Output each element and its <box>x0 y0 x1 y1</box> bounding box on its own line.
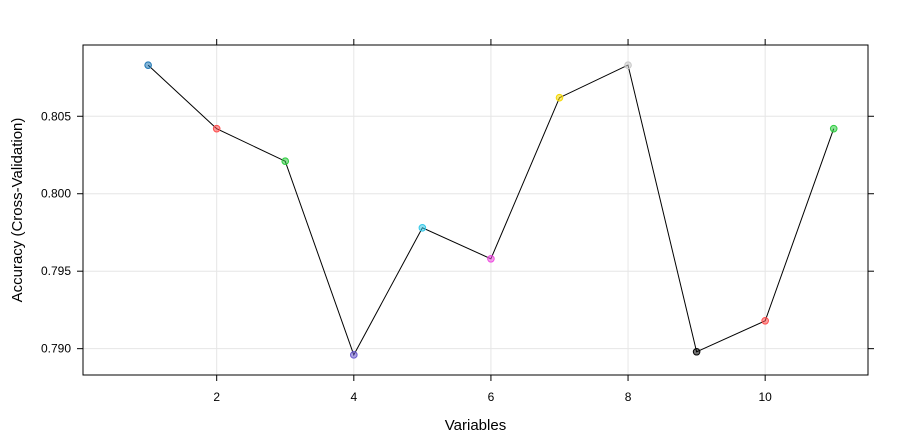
data-point <box>555 93 564 102</box>
data-point <box>761 316 769 325</box>
data-point <box>692 347 701 356</box>
x-tick-label: 8 <box>625 390 632 404</box>
x-tick-label: 10 <box>758 390 772 404</box>
y-tick-label: 0.805 <box>41 109 71 123</box>
y-tick-label: 0.795 <box>41 264 71 278</box>
y-axis-title: Accuracy (Cross-Validation) <box>9 118 26 303</box>
data-point <box>350 351 358 359</box>
data-points <box>144 61 838 359</box>
x-tick-label: 6 <box>488 390 495 404</box>
axis-ticks <box>77 39 874 381</box>
data-point <box>487 255 495 263</box>
x-tick-label: 4 <box>350 390 357 404</box>
data-point <box>144 61 152 69</box>
data-point <box>418 224 427 232</box>
data-point <box>212 124 221 133</box>
x-tick-label: 2 <box>213 390 220 404</box>
grid <box>83 45 868 375</box>
tick-labels: 2 4 6 8 10 0.790 0.795 0.800 0.805 <box>41 109 772 404</box>
x-axis-title: Variables <box>445 417 506 434</box>
data-point <box>281 157 290 165</box>
data-point <box>624 61 632 69</box>
data-point <box>829 124 838 133</box>
plot-frame <box>82 44 869 376</box>
y-tick-label: 0.800 <box>41 187 71 201</box>
y-tick-label: 0.790 <box>41 342 71 356</box>
